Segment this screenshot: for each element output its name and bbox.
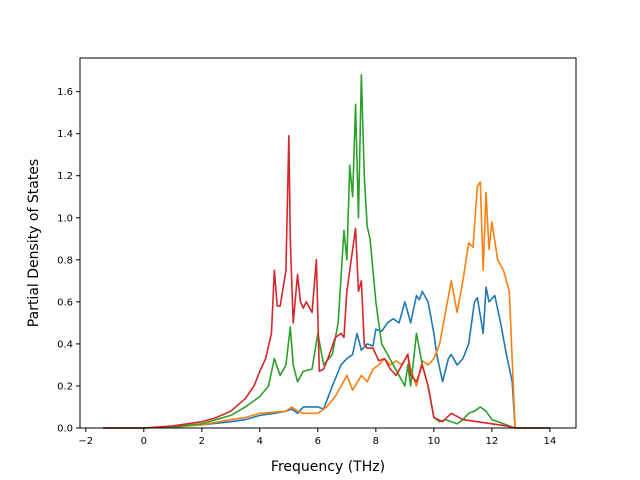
y-axis-label: Partial Density of States	[26, 159, 42, 327]
y-axis-ticks: 0.0 0.2 0.4 0.6 0.8 1.0 1.2 1.4 1.6	[57, 87, 80, 435]
x-tick-label: 4	[257, 436, 263, 447]
plot-frame	[79, 57, 577, 429]
y-tick-label: 0.4	[57, 339, 73, 350]
series-line-3	[103, 74, 550, 429]
series-line-1	[103, 286, 550, 429]
x-tick-label: −2	[78, 436, 93, 447]
y-tick-label: 1.0	[57, 213, 73, 224]
y-tick-label: 0.8	[57, 255, 73, 266]
x-tick-label: 10	[428, 436, 441, 447]
x-tick-label: 8	[373, 436, 379, 447]
y-tick-label: 1.2	[57, 171, 73, 182]
y-tick-label: 0.0	[57, 424, 73, 435]
x-tick-label: 0	[141, 436, 147, 447]
series-layer	[103, 74, 550, 429]
x-tick-label: 6	[315, 436, 321, 447]
series-line-2	[103, 181, 550, 429]
y-tick-label: 1.4	[57, 129, 73, 140]
x-tick-label: 12	[486, 436, 499, 447]
x-tick-label: 2	[199, 436, 205, 447]
x-axis-ticks: −2 0 2 4 6 8 10 12 14	[78, 428, 556, 447]
y-tick-label: 0.2	[57, 381, 73, 392]
x-axis-label: Frequency (THz)	[271, 459, 385, 475]
x-tick-label: 14	[544, 436, 557, 447]
series-line-4	[103, 134, 550, 429]
y-tick-label: 1.6	[57, 87, 73, 98]
y-tick-label: 0.6	[57, 297, 73, 308]
